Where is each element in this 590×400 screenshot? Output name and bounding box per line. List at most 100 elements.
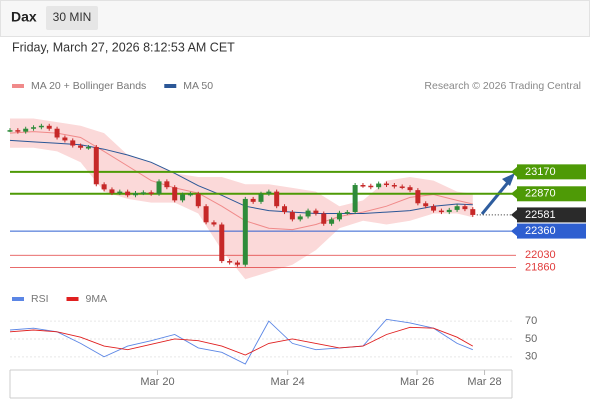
y-tick-label: 70 <box>525 315 537 327</box>
forecast-arrowhead <box>502 173 515 186</box>
candle <box>187 193 193 196</box>
header-bar <box>0 0 590 37</box>
series-line <box>9 326 474 356</box>
level-label: 21860 <box>525 262 556 274</box>
candle <box>133 193 138 196</box>
candle <box>438 210 444 213</box>
candle <box>117 191 123 194</box>
level-box <box>517 207 586 223</box>
y-tick-label: 30 <box>525 351 537 363</box>
timeframe-label[interactable]: 30 MIN <box>53 10 92 24</box>
candle <box>250 198 256 202</box>
x-tick-label: Mar 20 <box>140 376 174 388</box>
candle <box>172 187 178 201</box>
candle <box>431 206 437 211</box>
y-tick-label: 50 <box>525 333 537 345</box>
x-tick-label: Mar 24 <box>271 376 305 388</box>
candle <box>305 210 311 217</box>
candle <box>289 212 295 220</box>
candle <box>454 206 460 210</box>
legend-label: 9MA <box>86 293 108 305</box>
candle <box>125 191 131 196</box>
candle <box>336 212 342 220</box>
level-box <box>517 186 586 202</box>
legend-label: RSI <box>31 293 49 305</box>
candle <box>423 203 429 207</box>
level-label: 22581 <box>525 209 556 221</box>
legend-swatch <box>164 84 177 88</box>
candle <box>109 189 115 194</box>
level-box <box>517 223 586 239</box>
legend-swatch <box>12 297 24 301</box>
candle <box>54 128 60 138</box>
candle <box>352 185 358 213</box>
timestamp: Friday, March 27, 2026 8:12:53 AM CET <box>12 40 235 54</box>
legend-swatch <box>12 84 24 88</box>
candle <box>329 219 335 224</box>
level-box-tip <box>511 226 517 237</box>
candle <box>31 127 37 129</box>
candle <box>195 193 201 207</box>
candle <box>38 125 44 128</box>
candle <box>446 209 452 213</box>
legend-label: MA 50 <box>183 80 213 92</box>
candle <box>211 222 217 225</box>
level-box-tip <box>511 209 517 220</box>
candle <box>242 198 248 265</box>
level-box <box>517 164 586 180</box>
candle <box>15 130 21 132</box>
candle <box>46 125 52 129</box>
legend-label: MA 20 + Bollinger Bands <box>31 80 146 92</box>
candle <box>344 212 350 214</box>
candle <box>462 206 468 210</box>
series-line <box>9 318 473 365</box>
candle <box>62 137 68 141</box>
candle <box>140 192 146 194</box>
candle <box>227 261 233 263</box>
instrument-title: Dax <box>11 9 37 25</box>
level-box-tip <box>511 188 517 199</box>
candle <box>415 190 421 204</box>
level-label: 22870 <box>525 188 556 200</box>
candle <box>219 224 225 262</box>
candle <box>7 130 13 132</box>
credit: Research © 2026 Trading Central <box>424 80 581 92</box>
level-label: 22030 <box>525 249 556 261</box>
candle <box>78 145 84 148</box>
candle <box>407 187 413 191</box>
candle <box>203 206 209 223</box>
candle <box>376 183 382 188</box>
candle <box>234 262 240 265</box>
forecast-arrow <box>480 179 512 215</box>
x-tick-label: Mar 28 <box>467 376 501 388</box>
bollinger-band <box>10 118 473 280</box>
candle <box>180 194 186 201</box>
candle <box>266 191 272 194</box>
candle <box>470 209 476 215</box>
x-tick-label: Mar 26 <box>400 376 434 388</box>
candle <box>368 185 374 188</box>
candle <box>258 193 264 202</box>
level-box-tip <box>511 166 517 177</box>
candle <box>93 146 99 185</box>
candle <box>360 185 366 187</box>
legend-swatch <box>66 297 79 301</box>
candle <box>164 181 170 188</box>
candle <box>297 216 303 220</box>
candle <box>70 140 76 146</box>
candle <box>148 192 154 194</box>
candle <box>156 181 162 194</box>
candle <box>274 191 280 207</box>
level-label: 23170 <box>525 166 556 178</box>
candle <box>321 213 327 224</box>
candle <box>23 128 29 132</box>
candle <box>384 183 389 186</box>
level-label: 22360 <box>525 225 556 237</box>
candle <box>85 146 91 149</box>
candle <box>282 206 288 213</box>
timeframe-button[interactable] <box>46 6 98 30</box>
candle <box>313 210 319 214</box>
candle <box>391 185 397 187</box>
